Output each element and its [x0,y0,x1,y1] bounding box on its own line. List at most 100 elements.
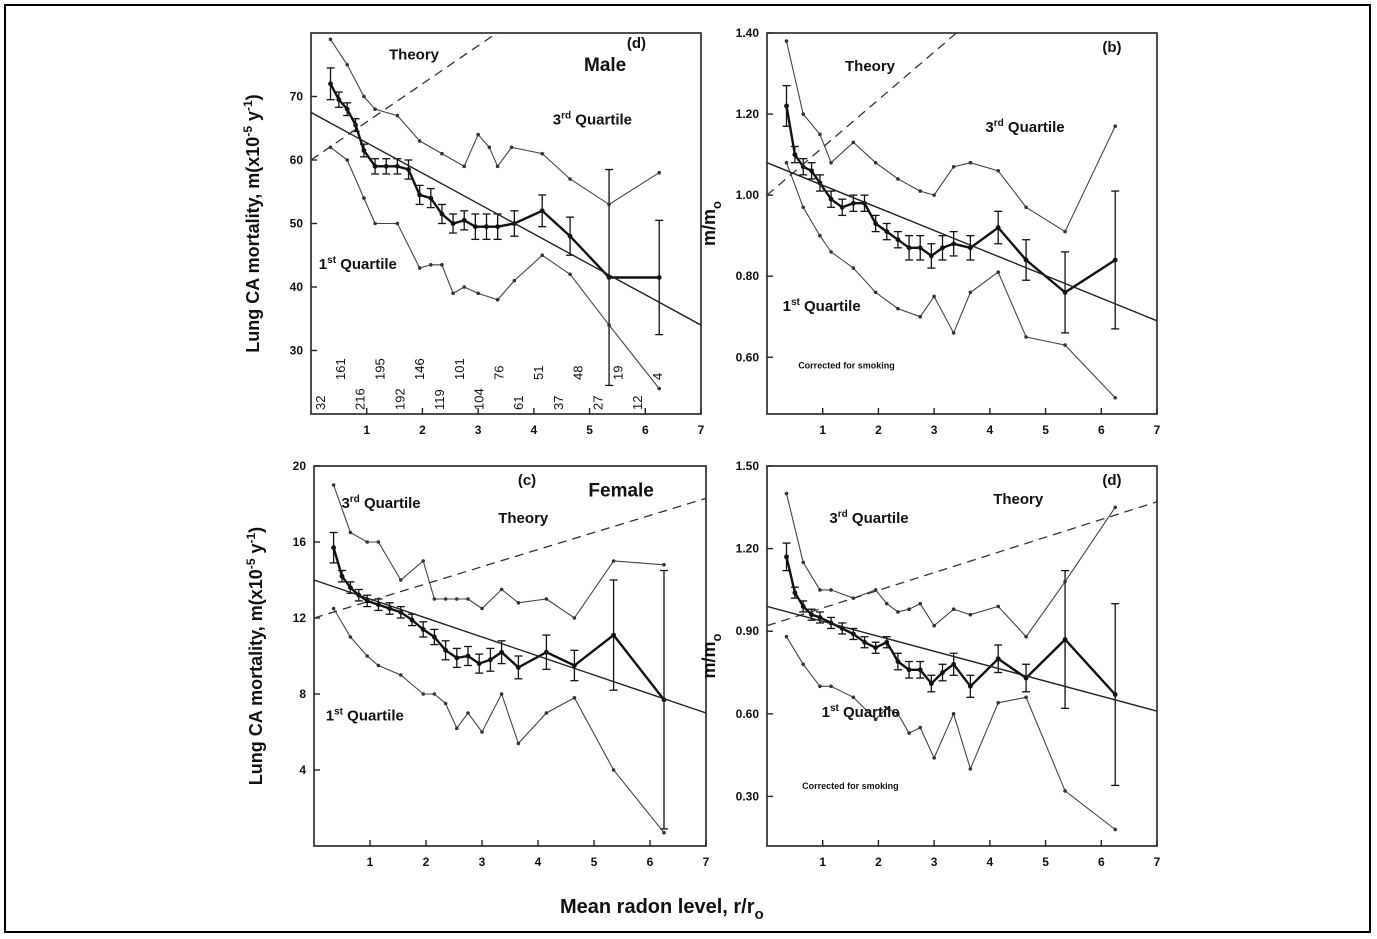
quartile-point [572,696,577,700]
third-quartile-annotation: 3rd Quartile [553,110,632,128]
q1-tail: Quartile [336,256,397,273]
mean-point [409,617,415,623]
x-tick-label: 7 [1154,855,1161,869]
mean-point [862,639,867,645]
quartile-point [466,597,470,601]
first-quartile-annotation: 1st Quartile [319,255,397,273]
linear-fit-line [767,605,1157,712]
quartile-point [951,164,956,169]
mean-point [461,217,467,223]
quartile-point [818,132,822,137]
y-tick-label: 0.30 [736,789,760,803]
quartile-point [399,673,403,677]
sample-count-label: 101 [452,358,467,380]
quartile-point [1063,789,1067,793]
mean-point [611,632,616,638]
quartile-point [417,139,422,143]
quartile-point [428,262,433,267]
mean-point [339,573,345,579]
mean-point [372,163,378,169]
plot-frame [313,465,707,847]
mean-point [784,554,789,560]
sample-count-label: 119 [432,389,447,410]
mean-point [828,196,834,202]
quartile-point [512,278,517,283]
panel-title: Male [584,55,626,76]
theory-annotation: Theory [389,47,440,64]
x-tick-label: 5 [586,423,593,437]
mean-point [967,683,973,689]
quartile-point [395,221,400,226]
quartile-point [487,145,492,150]
mean-point [784,103,789,109]
mean-point [951,241,957,247]
quartile-point [896,177,900,181]
mean-point [331,545,336,551]
mean-point [353,122,358,128]
mean-point [850,631,856,637]
plot-frame [310,32,702,415]
quartile-point [932,756,936,760]
y-axis-label-sup: -5 [241,126,255,137]
figure-frame [4,4,1371,933]
quartile-point [996,701,1001,705]
first-quartile-annotation: 1st Quartile [326,707,404,725]
mean-mortality-line [785,556,1117,696]
quartile-point [1063,229,1067,234]
plot-area [314,483,706,835]
mean-point [439,211,445,217]
q3-sup: rd [838,509,848,520]
mean-point [443,647,448,653]
quartile-point [918,314,923,319]
mean-point [792,152,798,157]
y-tick-label: 12 [293,611,307,625]
quartile-point [968,290,973,295]
plot-area [311,33,701,391]
quartile-point [516,741,521,746]
q3-num: 3 [553,111,561,128]
x-tick-label: 7 [703,855,710,869]
panel-label: (d) [1102,472,1121,489]
panel-b: 1 2 3 4 5 6 70.600.801.001.201.40m/moTheory3rd… [699,26,1161,437]
quartile-point [455,726,459,730]
y-axis-label-sup2: -1 [244,532,258,543]
quartile-point [829,588,833,592]
y-axis-label-sup: -5 [244,558,258,569]
mean-point [495,224,501,230]
quartile-point [818,233,822,238]
plot-frame [766,32,1158,415]
quartile-point [896,712,900,716]
mean-point [928,253,934,259]
first-quartile-annotation: 1st Quartile [822,703,900,721]
quartile-point [440,151,444,156]
quartile-point [455,597,459,601]
mean-point [488,657,493,663]
x-tick-label: 4 [987,855,994,869]
y-axis-label-close: ) [246,527,266,533]
mean-point [1023,257,1029,263]
quartile-point [1113,505,1118,510]
quartile-point [328,37,333,42]
mean-point [567,233,573,239]
y-axis-label-sup2: -1 [241,100,255,111]
quartile-point [873,160,878,165]
quartile-point [996,169,1001,173]
quartile-point [884,706,889,711]
mean-point [656,275,662,280]
q3-sup: rd [994,118,1004,129]
panel-label: (d) [627,35,646,52]
y-axis-label: Lung CA mortality, m(x10-5 y-1) [244,527,266,785]
q3-sup: rd [350,494,360,505]
quartile-point [544,597,549,601]
quartile-point [451,291,455,296]
y-axis-label-text: Lung CA mortality, m(x10 [246,569,266,785]
quartile-point [611,559,616,563]
quartile-point [376,663,381,668]
quartile-point [607,202,611,207]
x-tick-label: 1 [819,855,826,869]
quartile-point [345,62,350,67]
plot-frame [766,465,1158,847]
quartile-point [373,221,377,226]
quartile-point [896,610,900,614]
